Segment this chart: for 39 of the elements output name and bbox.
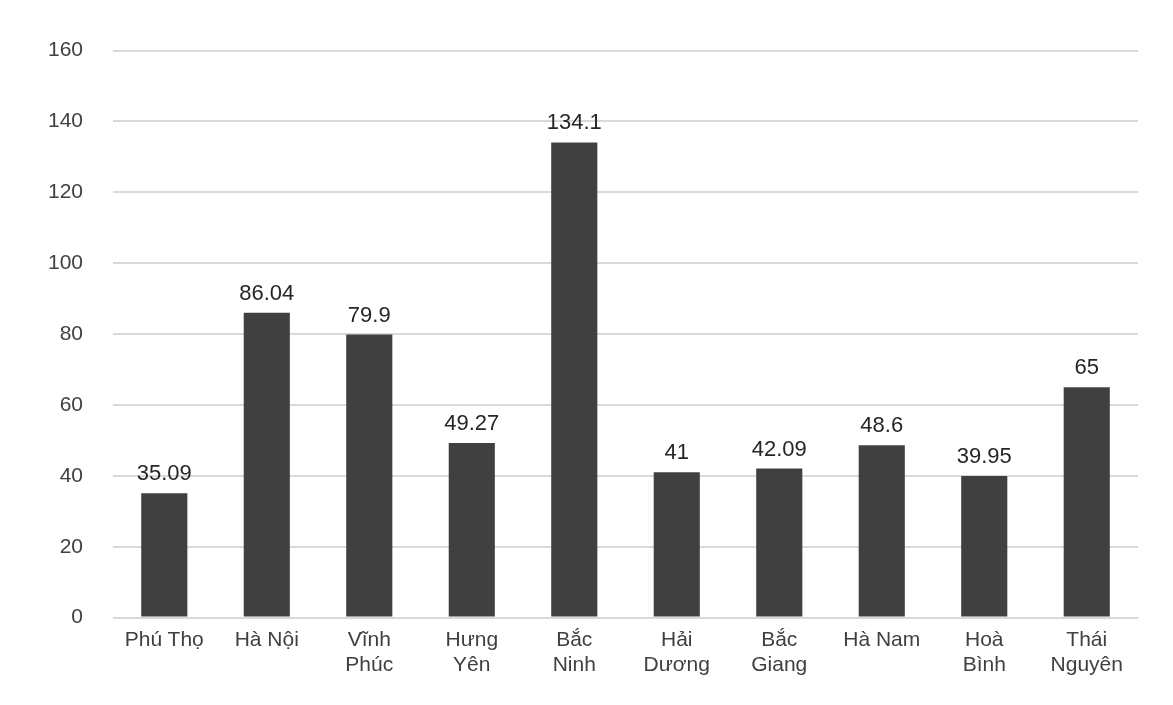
data-label: 49.27 (444, 410, 500, 436)
x-tick-label: Hải Dương (643, 627, 710, 676)
data-label: 86.04 (239, 279, 295, 305)
data-label: 42.09 (751, 435, 807, 461)
bar (141, 493, 188, 617)
data-label: 134.1 (546, 109, 602, 135)
x-tick-label: Hà Nội (234, 627, 299, 650)
y-tick-label: 20 (59, 533, 84, 557)
data-label: 41 (664, 439, 690, 465)
bar (346, 334, 393, 617)
bar (756, 468, 803, 617)
bar (243, 312, 290, 617)
bar (961, 476, 1008, 617)
y-tick-label: 120 (47, 179, 84, 203)
bar (1063, 387, 1110, 617)
y-tick-label: 160 (47, 37, 84, 61)
data-label: 39.95 (956, 443, 1012, 469)
bar (551, 142, 598, 617)
x-tick-label: Bắc Giang (751, 627, 808, 676)
x-tick-label: Vĩnh Phúc (345, 627, 394, 676)
y-tick-label: 80 (59, 320, 84, 344)
bar (858, 445, 905, 617)
bar (448, 443, 495, 617)
y-tick-label: 60 (59, 391, 84, 415)
x-tick-label: Phú Thọ (124, 627, 204, 650)
y-tick-label: 100 (47, 250, 84, 274)
x-tick-label: Bắc Ninh (552, 627, 596, 676)
y-tick-label: 140 (47, 108, 84, 132)
data-label: 79.9 (347, 301, 391, 327)
x-tick-label: Hà Nam (843, 627, 921, 650)
data-label: 65 (1074, 354, 1099, 380)
data-label: 48.6 (860, 412, 904, 438)
y-tick-label: 40 (59, 462, 84, 486)
x-tick-label: Thái Nguyên (1050, 627, 1123, 676)
data-label: 35.09 (136, 460, 192, 486)
y-tick-label: 0 (71, 604, 84, 628)
x-tick-label: Hưng Yên (445, 627, 499, 676)
bar (653, 472, 700, 617)
x-tick-label: Hoà Bình (962, 627, 1006, 676)
